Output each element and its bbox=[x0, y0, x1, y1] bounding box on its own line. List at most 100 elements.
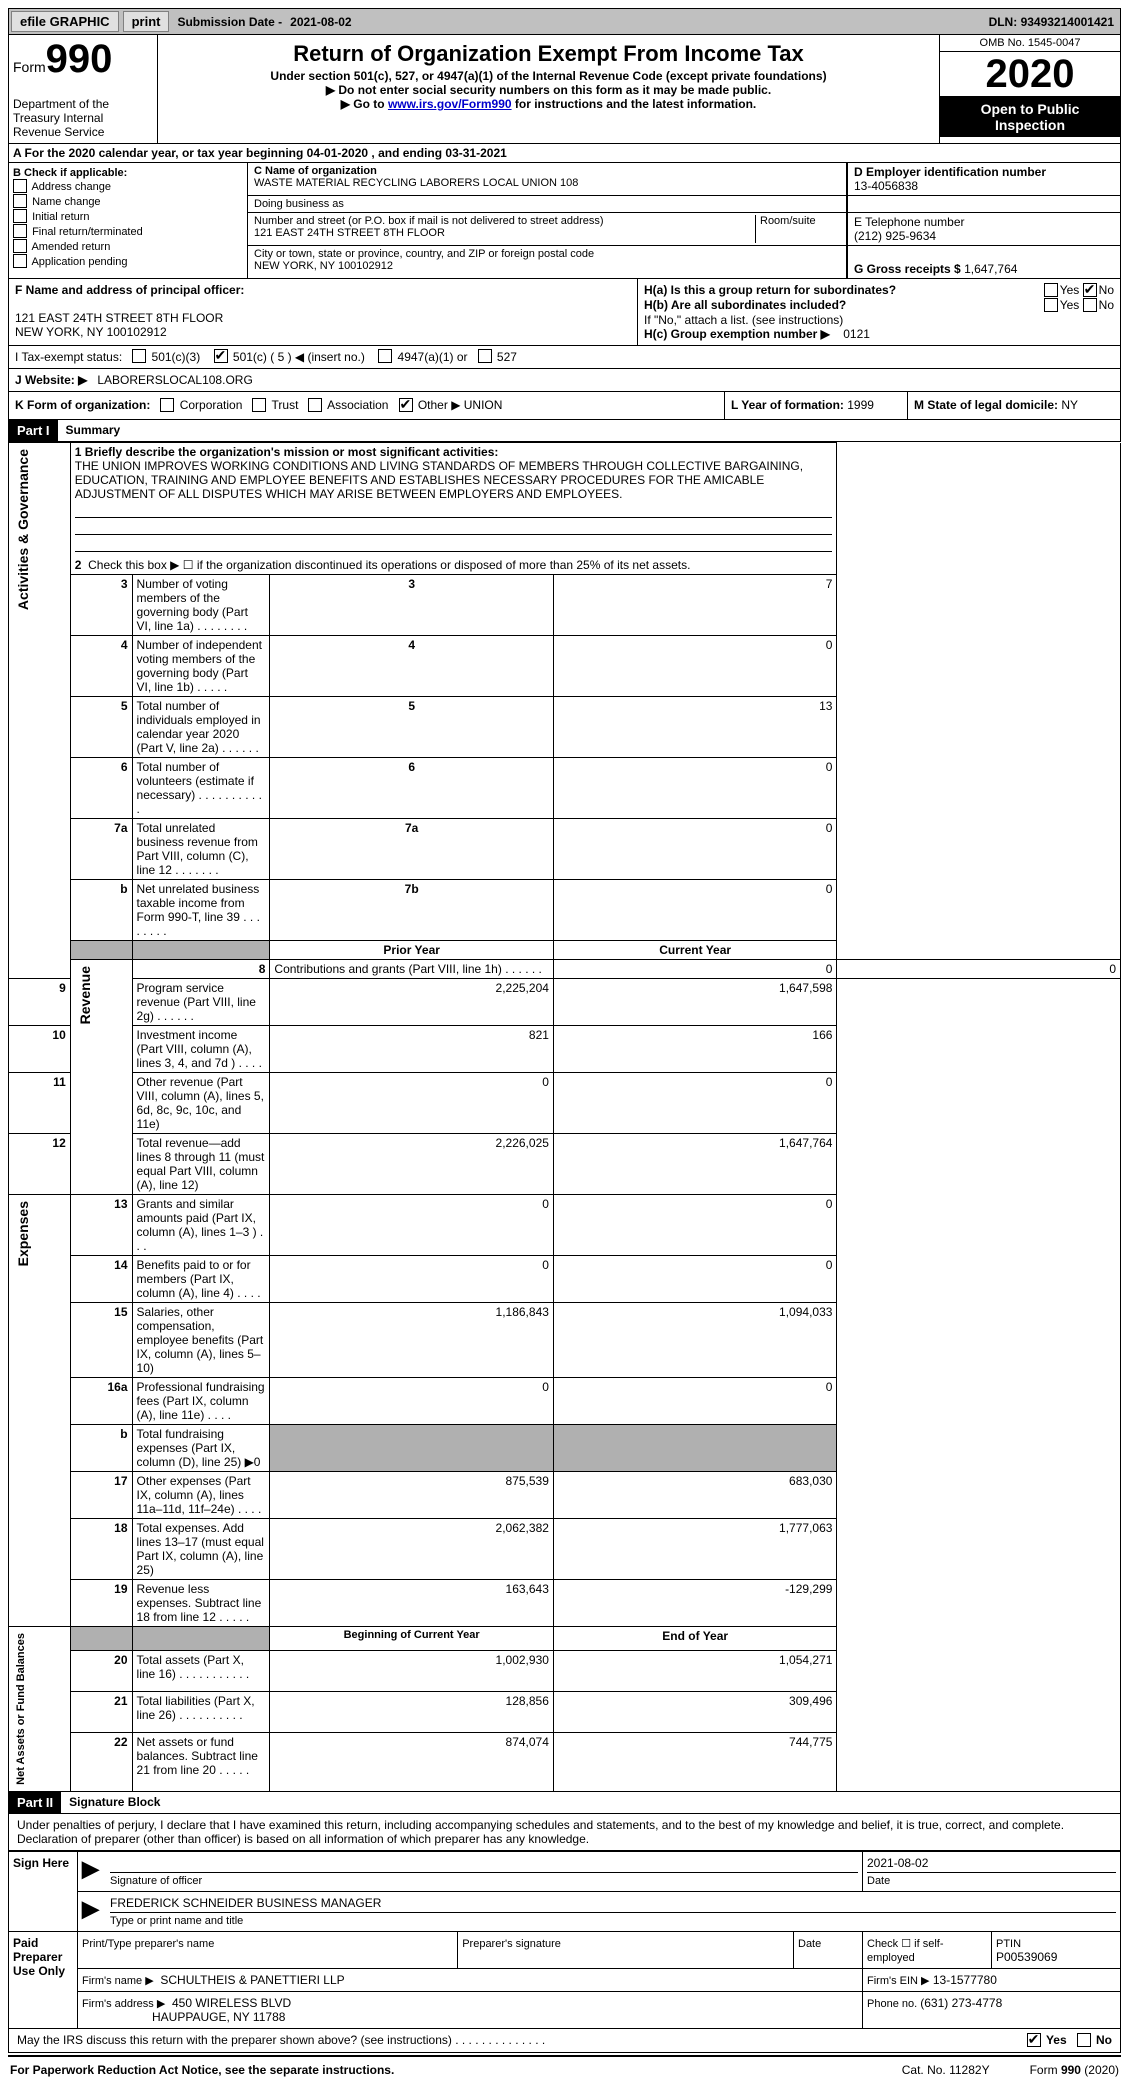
table-row: bNet unrelated business taxable income f… bbox=[9, 880, 1121, 941]
addr-label: Number and street (or P.O. box if mail i… bbox=[254, 215, 604, 227]
table-row: 16aProfessional fundraising fees (Part I… bbox=[9, 1378, 1121, 1425]
open-to-public: Open to Public Inspection bbox=[940, 97, 1120, 137]
part-i-title: Summary bbox=[58, 420, 129, 441]
instructions-link[interactable]: www.irs.gov/Form990 bbox=[388, 97, 512, 111]
h-a-no[interactable] bbox=[1083, 283, 1097, 297]
discuss-yes[interactable] bbox=[1027, 2033, 1041, 2047]
box-h: H(a) Is this a group return for subordin… bbox=[638, 279, 1120, 345]
box-j: J Website: ▶ LABORERSLOCAL108.ORG bbox=[8, 369, 1121, 392]
table-row: 19Revenue less expenses. Subtract line 1… bbox=[9, 1580, 1121, 1627]
table-row: bTotal fundraising expenses (Part IX, co… bbox=[9, 1425, 1121, 1472]
g-label: G Gross receipts $ bbox=[854, 262, 964, 276]
period-row: A For the 2020 calendar year, or tax yea… bbox=[8, 144, 1121, 163]
officer-name: FREDERICK SCHNEIDER BUSINESS MANAGER bbox=[110, 1896, 381, 1910]
dba-label: Doing business as bbox=[254, 198, 344, 210]
footer-right: Form 990 (2020) bbox=[1030, 2063, 1119, 2077]
phone-value: (212) 925-9634 bbox=[854, 229, 936, 243]
print-button[interactable]: print bbox=[123, 11, 170, 32]
header-middle: Return of Organization Exempt From Incom… bbox=[158, 35, 940, 143]
chk-initial-return[interactable]: Initial return bbox=[13, 210, 243, 224]
c-name-label: C Name of organization bbox=[254, 165, 377, 177]
box-klm: K Form of organization: Corporation Trus… bbox=[8, 392, 1121, 420]
top-toolbar: efile GRAPHIC print Submission Date - 20… bbox=[8, 8, 1121, 35]
sig-date: 2021-08-02 bbox=[867, 1856, 928, 1870]
chk-application-pending[interactable]: Application pending bbox=[13, 255, 243, 269]
efile-button[interactable]: efile GRAPHIC bbox=[11, 11, 119, 32]
f-h-block: F Name and address of principal officer:… bbox=[8, 279, 1121, 346]
org-name: WASTE MATERIAL RECYCLING LABORERS LOCAL … bbox=[254, 177, 578, 189]
table-row: 22Net assets or fund balances. Subtract … bbox=[9, 1733, 1121, 1792]
header-right: OMB No. 1545-0047 2020 Open to Public In… bbox=[940, 35, 1120, 143]
submission-date-label: Submission Date - bbox=[177, 15, 282, 29]
table-row: 11Other revenue (Part VIII, column (A), … bbox=[9, 1073, 1121, 1134]
subtitle-3: ▶ Go to www.irs.gov/Form990 for instruct… bbox=[162, 97, 935, 111]
box-f: F Name and address of principal officer:… bbox=[9, 279, 638, 345]
box-i: I Tax-exempt status: 501(c)(3) 501(c) ( … bbox=[8, 346, 1121, 370]
part-i-table: Activities & Governance 1 Briefly descri… bbox=[8, 442, 1121, 1792]
footer: For Paperwork Reduction Act Notice, see … bbox=[8, 2059, 1121, 2081]
line1-label: 1 Briefly describe the organization's mi… bbox=[75, 445, 499, 459]
city-value: NEW YORK, NY 100102912 bbox=[254, 260, 393, 272]
sign-here-label: Sign Here bbox=[9, 1852, 78, 1932]
form-number: 990 bbox=[46, 37, 113, 81]
table-row: 10Investment income (Part VIII, column (… bbox=[9, 1026, 1121, 1073]
identity-block: B Check if applicable: Address change Na… bbox=[8, 163, 1121, 279]
firm-ein: 13-1577780 bbox=[933, 1973, 997, 1987]
mission-text: THE UNION IMPROVES WORKING CONDITIONS AN… bbox=[75, 459, 803, 501]
chk-amended[interactable]: Amended return bbox=[13, 240, 243, 254]
table-row: 12Total revenue—add lines 8 through 11 (… bbox=[9, 1134, 1121, 1195]
firm-name: SCHULTHEIS & PANETTIERI LLP bbox=[160, 1973, 344, 1987]
dept-label: Department of the Treasury Internal Reve… bbox=[13, 97, 153, 139]
table-row: 4Number of independent voting members of… bbox=[9, 636, 1121, 697]
table-row: Prior Year Current Year bbox=[9, 941, 1121, 960]
signature-table: Sign Here ▶ Signature of officer 2021-08… bbox=[8, 1851, 1121, 2029]
dln: DLN: 93493214001421 bbox=[989, 15, 1114, 29]
part-i-bar: Part I Summary bbox=[8, 420, 1121, 442]
d-label: D Employer identification number bbox=[854, 165, 1046, 179]
k-other[interactable] bbox=[399, 398, 413, 412]
table-row: 7aTotal unrelated business revenue from … bbox=[9, 819, 1121, 880]
line2-text: Check this box ▶ ☐ if the organization d… bbox=[88, 558, 690, 572]
part-ii-bar: Part II Signature Block bbox=[8, 1792, 1121, 1814]
header-left: Form990 Department of the Treasury Inter… bbox=[9, 35, 158, 143]
table-row: 15Salaries, other compensation, employee… bbox=[9, 1303, 1121, 1378]
chk-name-change[interactable]: Name change bbox=[13, 195, 243, 209]
arrow-icon: ▶ bbox=[82, 1856, 99, 1881]
col-prior-year: Prior Year bbox=[270, 941, 554, 960]
table-row: 21Total liabilities (Part X, line 26) . … bbox=[9, 1692, 1121, 1733]
submission-date: 2021-08-02 bbox=[290, 15, 351, 29]
table-row: 6Total number of volunteers (estimate if… bbox=[9, 758, 1121, 819]
table-row: 17Other expenses (Part IX, column (A), l… bbox=[9, 1472, 1121, 1519]
group-exemption: 0121 bbox=[843, 327, 870, 341]
vlabel-exp: Expenses bbox=[13, 1197, 37, 1270]
box-b: B Check if applicable: Address change Na… bbox=[9, 163, 248, 278]
ptin-value: P00539069 bbox=[996, 1950, 1057, 1964]
firm-phone: (631) 273-4778 bbox=[920, 1996, 1002, 2010]
city-label: City or town, state or province, country… bbox=[254, 248, 594, 260]
ein-value: 13-4056838 bbox=[854, 179, 918, 193]
room-label: Room/suite bbox=[760, 215, 816, 227]
form-title: Return of Organization Exempt From Incom… bbox=[162, 41, 935, 67]
boxes-c-to-g: C Name of organization WASTE MATERIAL RE… bbox=[248, 163, 1120, 278]
addr-value: 121 EAST 24TH STREET 8TH FLOOR bbox=[254, 227, 445, 239]
chk-final-return[interactable]: Final return/terminated bbox=[13, 225, 243, 239]
table-row: 14Benefits paid to or for members (Part … bbox=[9, 1256, 1121, 1303]
table-row: 9Program service revenue (Part VIII, lin… bbox=[9, 979, 1121, 1026]
part-ii-title: Signature Block bbox=[61, 1792, 168, 1813]
footer-left: For Paperwork Reduction Act Notice, see … bbox=[10, 2063, 394, 2077]
col-current-year: Current Year bbox=[553, 941, 837, 960]
vlabel-na: Net Assets or Fund Balances bbox=[13, 1629, 37, 1789]
perjury-declaration: Under penalties of perjury, I declare th… bbox=[8, 1814, 1121, 1851]
website: LABORERSLOCAL108.ORG bbox=[97, 373, 252, 387]
omb-number: OMB No. 1545-0047 bbox=[940, 35, 1120, 52]
footer-cat: Cat. No. 11282Y bbox=[902, 2063, 990, 2077]
subtitle-2: ▶ Do not enter social security numbers o… bbox=[162, 83, 935, 97]
e-label: E Telephone number bbox=[854, 215, 965, 229]
table-row: 18Total expenses. Add lines 13–17 (must … bbox=[9, 1519, 1121, 1580]
sig-officer-label: Signature of officer bbox=[110, 1875, 202, 1887]
chk-address-change[interactable]: Address change bbox=[13, 180, 243, 194]
subtitle-1: Under section 501(c), 527, or 4947(a)(1)… bbox=[162, 69, 935, 83]
table-row: 5Total number of individuals employed in… bbox=[9, 697, 1121, 758]
table-row: 3Number of voting members of the governi… bbox=[9, 575, 1121, 636]
i-501c[interactable] bbox=[214, 349, 228, 363]
